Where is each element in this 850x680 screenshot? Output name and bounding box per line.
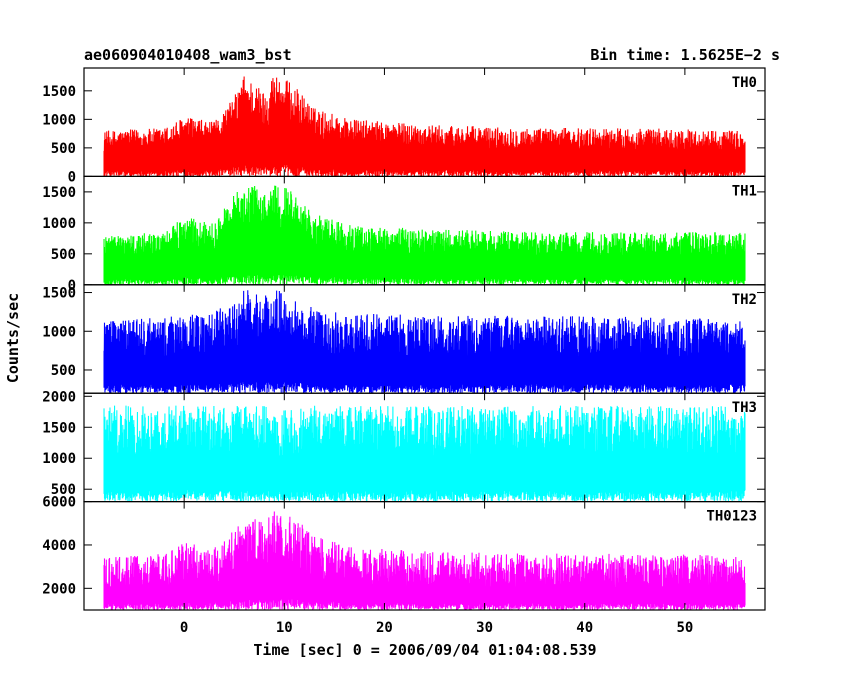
- y-tick-label: 1000: [42, 112, 76, 128]
- panel-name: TH3: [732, 400, 757, 416]
- x-tick-label: 50: [676, 620, 693, 636]
- y-tick-label: 2000: [42, 581, 76, 597]
- x-tick-label: 30: [476, 620, 493, 636]
- series-th0123: [103, 511, 746, 611]
- x-axis-label: Time [sec] 0 = 2006/09/04 01:04:08.539: [253, 641, 596, 659]
- y-tick-label: 2000: [42, 389, 76, 405]
- series-th2: [103, 290, 746, 394]
- x-tick-label: 10: [276, 620, 293, 636]
- y-tick-label: 4000: [42, 538, 76, 554]
- panel-name: TH0123: [706, 509, 757, 525]
- y-tick-label: 1000: [42, 324, 76, 340]
- y-tick-label: 6000: [42, 495, 76, 511]
- y-tick-label: 1500: [42, 185, 76, 201]
- series-th3: [103, 405, 746, 502]
- panel-th1: 0 500 1000 1500 TH1: [42, 175, 766, 294]
- y-tick-label: 1000: [42, 451, 76, 467]
- y-axis-label: Counts/sec: [4, 293, 22, 383]
- series-th0: [103, 76, 746, 177]
- y-tick-label: 500: [51, 247, 76, 263]
- x-tick-label: 0: [180, 620, 188, 636]
- panel-name: TH2: [732, 292, 757, 308]
- panel-th0123: 2000 4000 6000 TH0123: [42, 495, 766, 611]
- y-tick-label: 500: [51, 363, 76, 379]
- y-tick-label: 500: [51, 141, 76, 157]
- panels-group: 0 500 1000 1500 TH0 0 500 1000 1500 TH1 500 1000 150…: [42, 67, 766, 611]
- y-tick-label: 1500: [42, 286, 76, 302]
- panel-th2: 500 1000 1500 TH2: [42, 284, 766, 394]
- x-tick-label: 40: [576, 620, 593, 636]
- x-tick-label: 20: [376, 620, 393, 636]
- panel-frame: [83, 501, 766, 611]
- y-tick-label: 500: [51, 482, 76, 498]
- y-tick-label: 1500: [42, 84, 76, 100]
- header-right-title: Bin time: 1.5625E−2 s: [590, 46, 780, 64]
- y-tick-label: 0: [68, 169, 76, 185]
- series-th1: [103, 185, 746, 285]
- y-tick-label: 1000: [42, 216, 76, 232]
- panel-name: TH1: [732, 183, 757, 199]
- y-tick-label: 0: [68, 278, 76, 294]
- y-tick-label: 1500: [42, 420, 76, 436]
- header-left-title: ae060904010408_wam3_bst: [84, 46, 292, 64]
- x-axis: 0 10 20 30 40 50: [180, 620, 693, 636]
- panel-th3: 500 1000 1500 2000 TH3: [42, 389, 766, 503]
- panel-name: TH0: [732, 75, 757, 91]
- panel-th0: 0 500 1000 1500 TH0: [42, 67, 766, 185]
